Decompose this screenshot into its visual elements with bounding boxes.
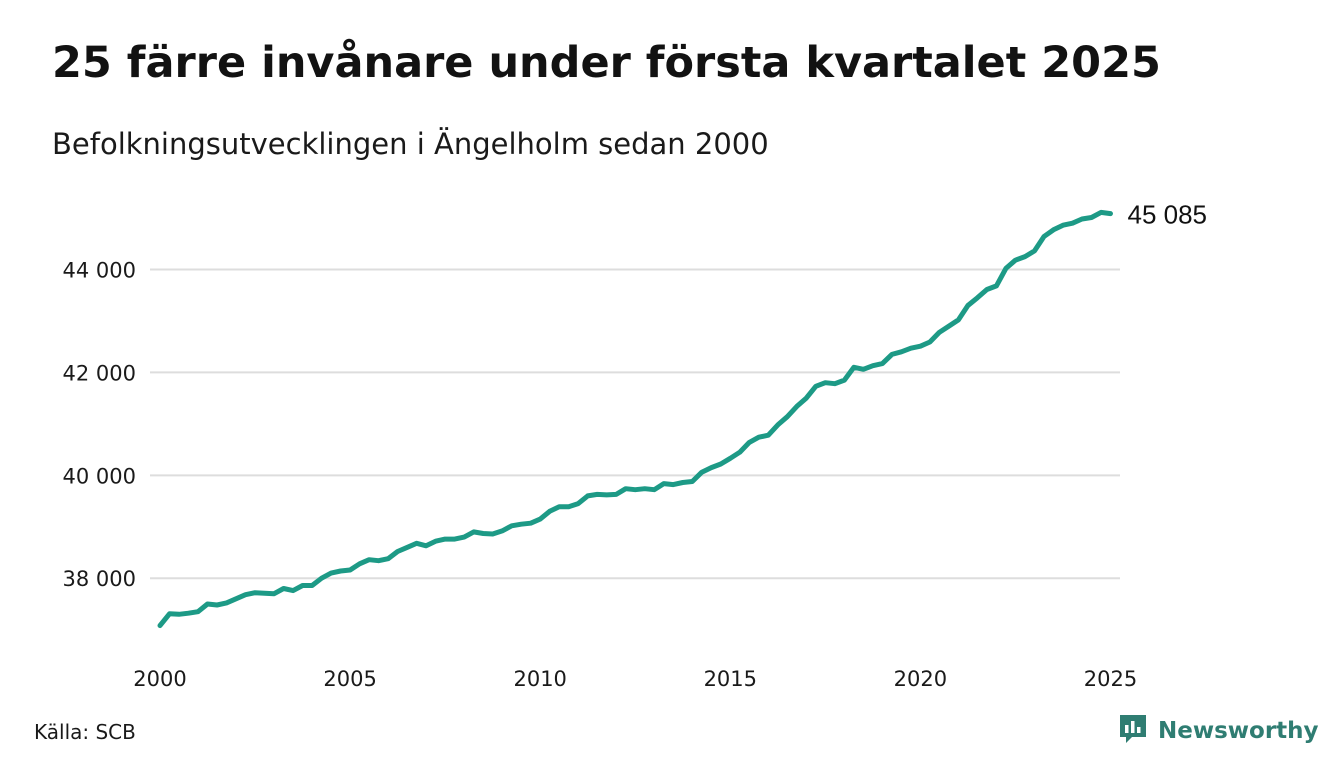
chart-subtitle: Befolkningsutvecklingen i Ängelholm seda…	[52, 127, 769, 161]
y-tick-label: 40 000	[63, 464, 136, 488]
y-tick-label: 42 000	[63, 361, 136, 385]
brand-logo: Newsworthy	[1118, 713, 1319, 749]
end-value-label: 45 085	[1127, 200, 1207, 230]
x-tick-label: 2025	[1084, 667, 1137, 691]
x-tick-label: 2010	[513, 667, 566, 691]
x-tick-label: 2000	[133, 667, 186, 691]
y-axis-ticks: 38 000 40 000 42 000 44 000	[63, 258, 136, 591]
gridlines	[150, 268, 1120, 580]
x-tick-label: 2020	[894, 667, 947, 691]
x-tick-label: 2015	[704, 667, 757, 691]
population-line	[157, 209, 1113, 629]
x-axis-ticks: 2000 2005 2010 2015 2020 2025	[133, 667, 1137, 691]
brand-name: Newsworthy	[1158, 718, 1319, 744]
line-chart: 38 000 40 000 42 000 44 000 2000 2005 2010 201…	[63, 200, 1208, 691]
y-tick-label: 38 000	[63, 567, 136, 591]
y-tick-label: 44 000	[63, 258, 136, 282]
x-tick-label: 2005	[323, 667, 376, 691]
chart-title: 25 färre invånare under första kvartalet…	[52, 38, 1161, 88]
newsworthy-bar-chart-icon	[1118, 713, 1148, 749]
source-note: Källa: SCB	[34, 720, 136, 744]
